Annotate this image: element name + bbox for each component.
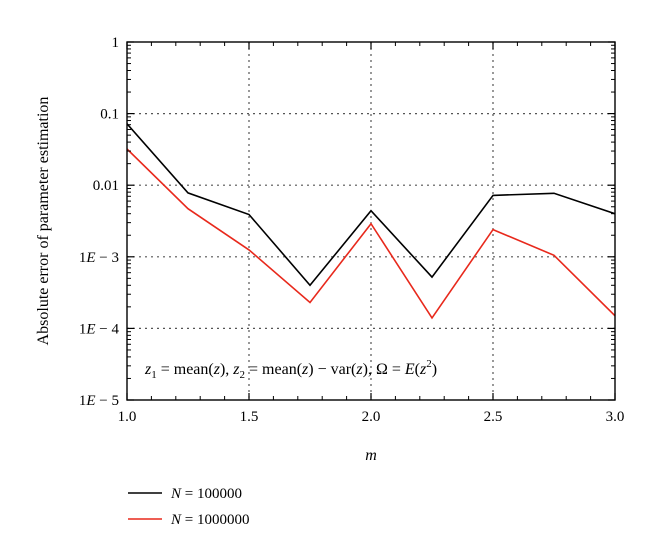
y-tick-label: 1 (112, 35, 120, 51)
series-line-1 (127, 123, 615, 287)
axis-ticks: 1.0 1.5 2.0 2.5 3.0 1E − 5 1E − 4 1E − 3 0.01 0.1… (79, 35, 625, 425)
series-line-2 (127, 148, 615, 320)
y-tick-label: 1E − 4 (79, 321, 120, 337)
y-tick-label: 0.01 (93, 178, 119, 194)
x-tick-label: 1.0 (118, 409, 137, 425)
y-axis-label: Absolute error of parameter estimation (35, 97, 52, 346)
x-tick-label: 1.5 (240, 409, 259, 425)
legend-label-1: N = 100000 (170, 486, 242, 502)
grid-lines (127, 42, 615, 400)
annotation: z1 = mean(z), z2 = mean(z) − var(z), Ω =… (144, 358, 437, 381)
legend-label-2: N = 1000000 (170, 512, 249, 528)
x-tick-label: 2.5 (484, 409, 503, 425)
y-tick-label: 0.1 (100, 107, 119, 123)
y-tick-label: 1E − 3 (79, 250, 119, 266)
x-axis-label: m (365, 447, 377, 464)
y-tick-label: 1E − 5 (79, 393, 119, 409)
series-lines (127, 123, 615, 320)
x-tick-label: 2.0 (362, 409, 381, 425)
x-tick-label: 3.0 (606, 409, 625, 425)
legend: N = 100000 N = 1000000 (128, 486, 249, 528)
plot-frame (126, 41, 616, 401)
